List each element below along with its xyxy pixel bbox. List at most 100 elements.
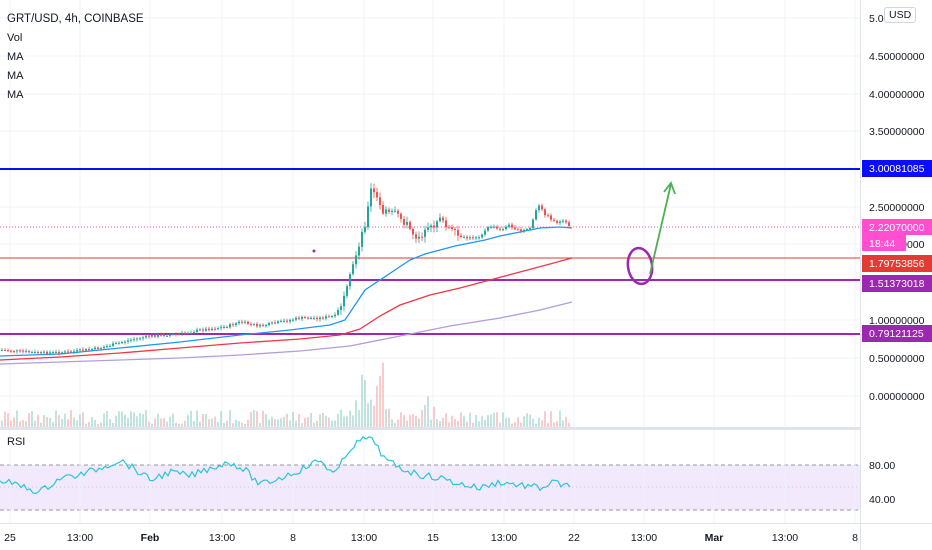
rsi-chart[interactable]	[0, 430, 860, 523]
rsi-label[interactable]: RSI	[7, 436, 26, 448]
volume-bar	[16, 410, 18, 427]
legend-item-ma-2[interactable]: MA	[7, 70, 24, 82]
volume-bar	[376, 386, 378, 427]
volume-bar	[556, 421, 558, 427]
volume-bar	[250, 411, 252, 427]
price-axis[interactable]: 5.0 4.50000000 4.00000000 3.50000000 2.5…	[860, 0, 932, 523]
candle-body	[1, 349, 3, 351]
candle-body	[280, 320, 282, 322]
candle-body	[172, 334, 174, 336]
volume-bar	[409, 415, 411, 427]
candle-body	[19, 350, 21, 352]
candle-body	[304, 317, 306, 319]
candle-body	[148, 335, 150, 337]
candle-body	[514, 227, 516, 230]
candle-body	[40, 352, 42, 354]
legend-item-ma-3[interactable]: MA	[7, 89, 24, 101]
current-price-label: 2.22070000	[869, 222, 925, 234]
time-label: 13:00	[631, 532, 657, 544]
volume-bar	[535, 423, 537, 427]
pane-separator[interactable]	[0, 427, 932, 430]
candle-body	[358, 246, 360, 256]
candle-body	[370, 188, 372, 207]
legend-item-ma-1[interactable]: MA	[7, 51, 24, 63]
volume-bar	[526, 413, 528, 427]
candle-body	[112, 343, 114, 346]
volume-bar	[304, 417, 306, 427]
candle-body	[10, 350, 12, 352]
volume-bar	[328, 417, 330, 427]
candle-body	[106, 346, 108, 348]
candle-body	[292, 319, 294, 321]
volume-bar	[364, 379, 366, 427]
candle-body	[139, 338, 141, 340]
candle-body	[472, 237, 474, 239]
candle-body	[166, 335, 168, 337]
candle-body	[232, 324, 234, 326]
candle-body	[277, 321, 279, 324]
candle-body	[178, 333, 180, 335]
volume-bar	[361, 374, 363, 427]
time-label: 15	[427, 532, 439, 544]
candle-body	[490, 226, 492, 228]
candle-body	[466, 236, 468, 239]
candle-body	[475, 237, 477, 239]
candle-body	[448, 227, 450, 229]
legend-item-vol[interactable]: Vol	[7, 32, 23, 44]
volume-bar	[76, 420, 78, 427]
volume-bar	[514, 422, 516, 427]
candle-body	[436, 221, 438, 228]
volume-bar	[121, 411, 123, 427]
candle-body	[94, 347, 96, 350]
volume-bar	[406, 420, 408, 427]
volume-bar	[34, 420, 36, 427]
time-axis[interactable]: 25 13:00 Feb 13:00 8 13:00 15 13:00 22 1…	[0, 523, 860, 550]
candle-body	[469, 237, 471, 239]
candle-body	[49, 352, 51, 354]
candle-body	[127, 340, 129, 342]
candle-body	[52, 351, 54, 353]
volume-bar	[385, 408, 387, 427]
volume-bar	[265, 414, 267, 427]
volume-bar	[457, 420, 459, 427]
volume-bar	[322, 412, 324, 427]
candle-body	[553, 219, 555, 221]
candle-body	[16, 350, 18, 352]
volume-bar	[214, 416, 216, 427]
volume-bar	[427, 396, 429, 427]
volume-bar	[259, 423, 261, 427]
volume-bar	[79, 414, 81, 427]
price-chart[interactable]	[0, 0, 860, 427]
volume-bar	[316, 420, 318, 427]
volume-bar	[232, 423, 234, 427]
volume-bar	[22, 420, 24, 427]
candle-body	[262, 324, 264, 326]
candle-body	[343, 295, 345, 307]
volume-bar	[421, 410, 423, 427]
candle-body	[532, 219, 534, 228]
volume-bar	[478, 421, 480, 427]
rsi-pane[interactable]	[0, 430, 860, 523]
volume-bar	[301, 423, 303, 427]
candle-body	[547, 215, 549, 217]
volume-bar	[334, 420, 336, 427]
volume-bar	[559, 410, 561, 427]
main-chart-pane[interactable]	[0, 0, 860, 427]
volume-bar	[127, 418, 129, 427]
annotation-arrow[interactable]	[649, 181, 676, 275]
candle-body	[259, 324, 261, 327]
volume-bar	[139, 413, 141, 427]
volume-bar	[82, 412, 84, 427]
price-label-top-bg	[862, 160, 932, 177]
rsi-gridlines	[9, 430, 856, 523]
candle-body	[421, 236, 423, 238]
red-level-label: 1.79753856	[869, 258, 925, 270]
candle-body	[307, 317, 309, 319]
candle-body	[535, 210, 537, 220]
currency-button[interactable]: USD	[884, 7, 917, 23]
volume-bar	[397, 419, 399, 427]
candle-body	[391, 210, 393, 212]
symbol-title[interactable]: GRT/USD, 4h, COINBASE	[7, 13, 144, 25]
candle-body	[334, 314, 336, 317]
